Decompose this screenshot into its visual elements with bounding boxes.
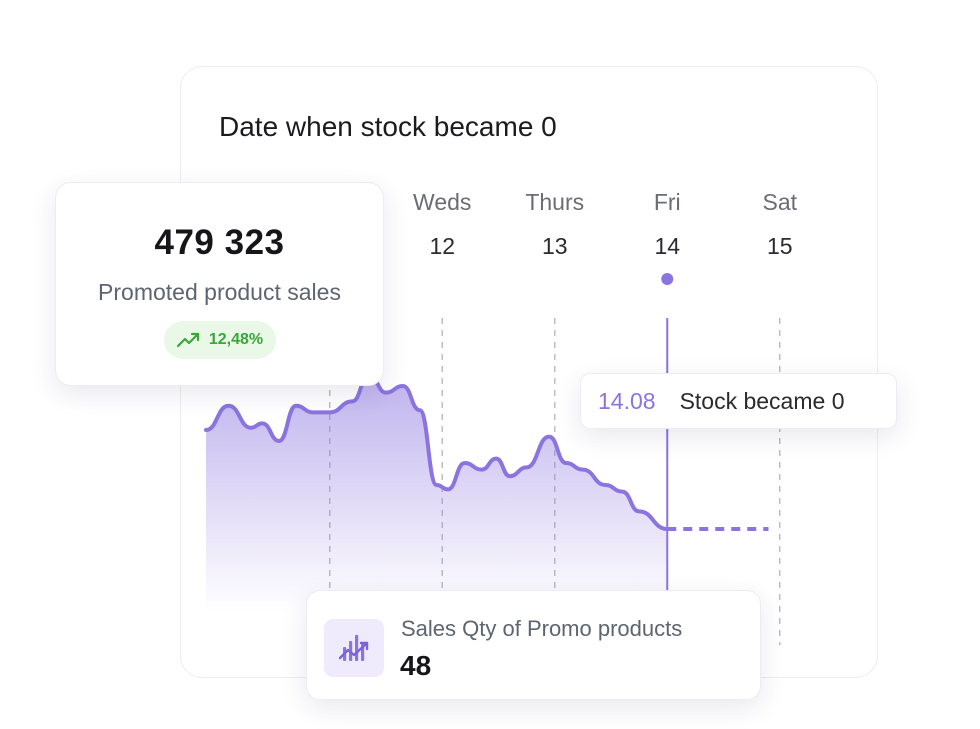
qty-icon-box (324, 619, 384, 677)
chart-title: Date when stock became 0 (219, 111, 557, 142)
kpi-change-value: 12,48% (208, 331, 264, 348)
kpi-value: 479 323 (154, 223, 285, 262)
trending-up-icon (176, 332, 199, 348)
stock-zero-tooltip: 14.08 Stock became 0 (580, 373, 897, 429)
x-tick-date: 15 (767, 233, 793, 259)
x-tick-day: Sat (762, 189, 797, 215)
tooltip-text: Stock became 0 (679, 387, 845, 414)
x-tick-date: 12 (429, 233, 455, 259)
x-tick-day: Thurs (525, 189, 584, 215)
x-tick-date: 14 (654, 233, 680, 259)
qty-value: 48 (400, 650, 432, 681)
series-area (206, 375, 668, 612)
sales-qty-card: Sales Qty of Promo products 48 (306, 590, 761, 700)
x-tick-day: Weds (413, 189, 471, 215)
kpi-change-badge: 12,48% (164, 321, 276, 359)
stock-zero-marker-dot (661, 273, 674, 285)
tooltip-date: 14.08 (598, 387, 656, 414)
x-tick-day: Fri (654, 189, 681, 215)
chart-bars-trend-icon (338, 635, 369, 661)
series-line (204, 373, 670, 531)
qty-label: Sales Qty of Promo products (401, 616, 683, 641)
kpi-card: 479 323 Promoted product sales 12,48% (55, 182, 384, 386)
x-tick-date: 13 (542, 233, 568, 259)
kpi-label: Promoted product sales (98, 279, 341, 305)
